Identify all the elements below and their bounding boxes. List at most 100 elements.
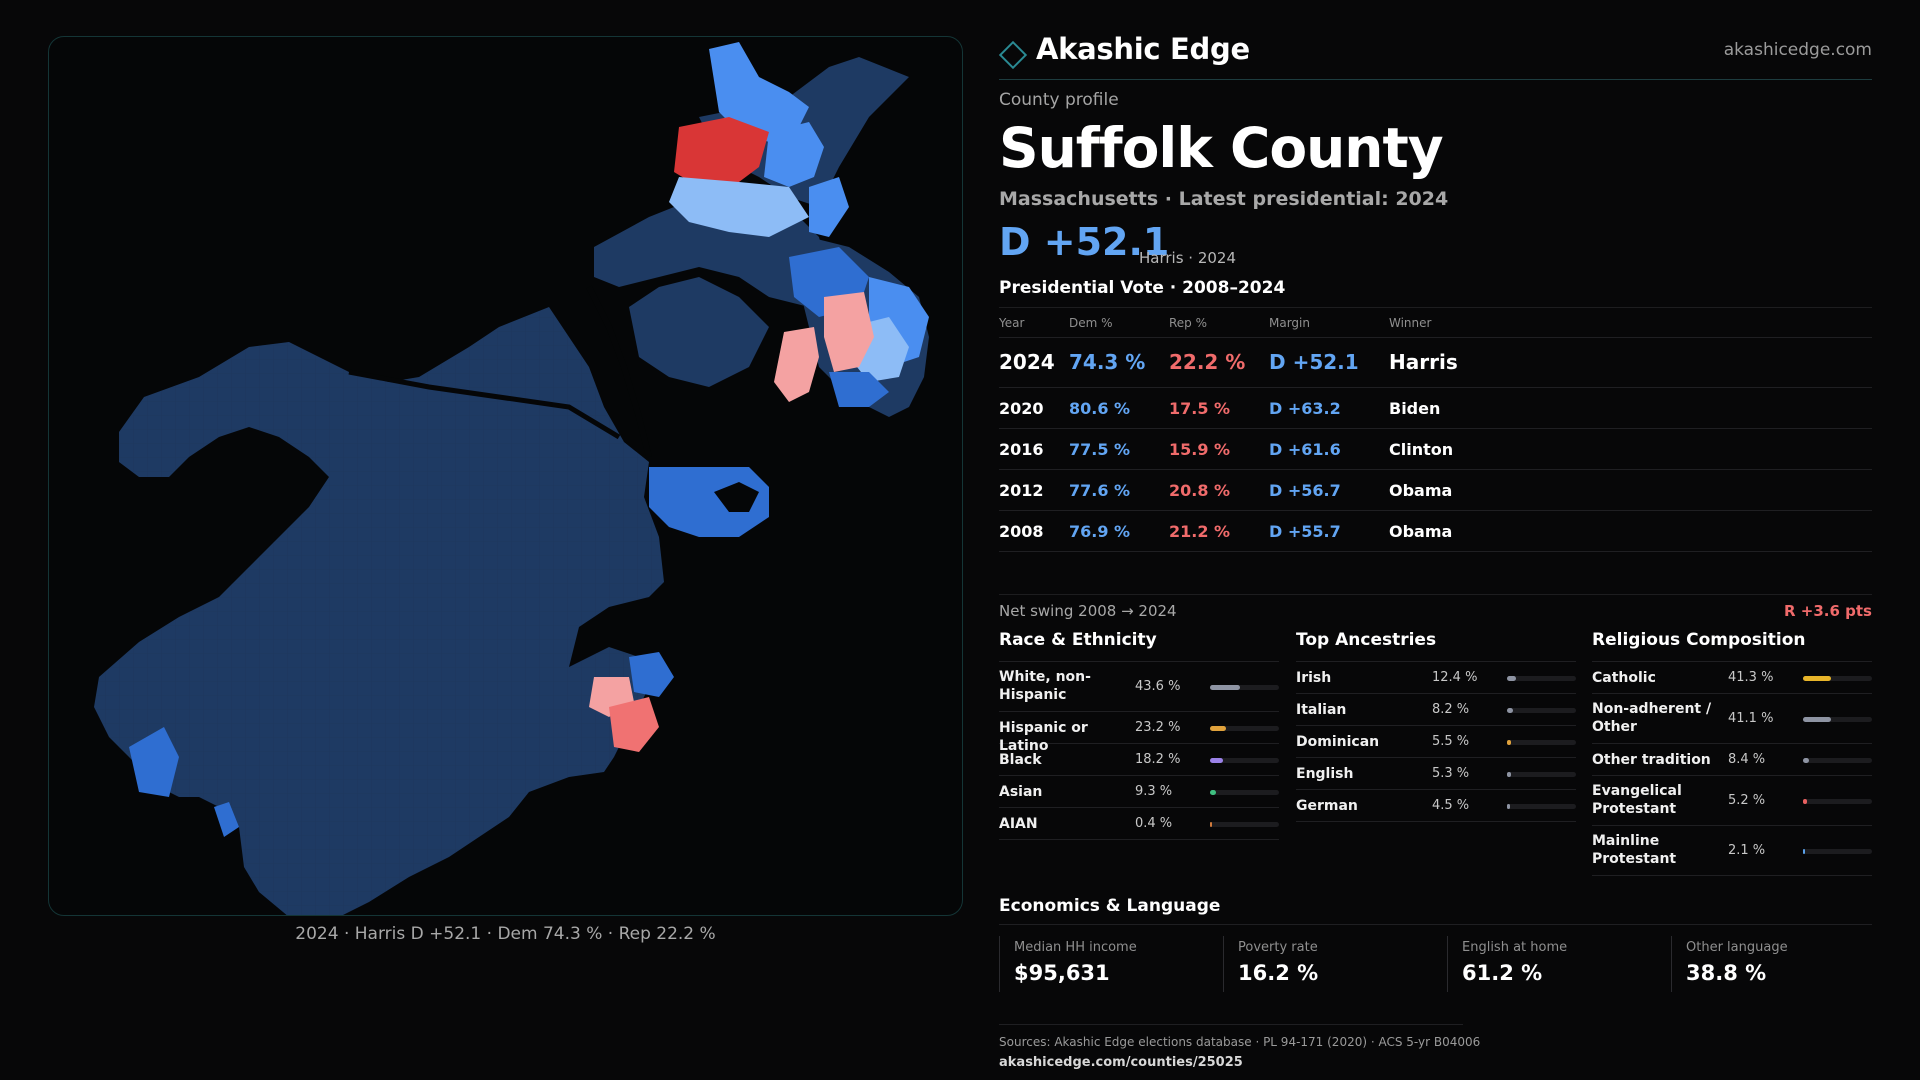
table-row: 2016 77.5 % 15.9 % D +61.6 Clinton — [999, 429, 1872, 470]
ancestry-value: 4.5 % — [1432, 798, 1470, 813]
precinct-revere-red[interactable] — [674, 117, 769, 187]
ancestry-value: 5.5 % — [1432, 734, 1470, 749]
precinct-revere-light[interactable] — [809, 177, 849, 237]
race-bar-track — [1210, 822, 1279, 827]
religion-label: Other tradition — [1592, 752, 1711, 768]
header-dem: Dem % — [1069, 316, 1113, 330]
row-margin: D +63.2 — [1269, 399, 1341, 418]
table-row: 2024 74.3 % 22.2 % D +52.1 Harris — [999, 338, 1872, 388]
ancestry-row: English 5.3 % — [1296, 758, 1576, 790]
precinct-eastie-3[interactable] — [829, 372, 889, 407]
race-bar-fill — [1210, 790, 1217, 795]
religion-bar-fill — [1803, 676, 1832, 681]
harbor-channel — [586, 285, 652, 458]
race-label: Black — [999, 752, 1042, 768]
row-dem: 80.6 % — [1069, 399, 1131, 418]
race-row-aian: AIAN 0.4 % — [999, 808, 1279, 840]
swing-value: R +3.6 pts — [1784, 602, 1872, 620]
religion-value: 41.1 % — [1728, 711, 1774, 726]
religion-bar-fill — [1803, 849, 1805, 854]
county-profile-panel: Akashic Edge akashicedge.com County prof… — [998, 30, 1872, 1070]
precinct-sw-blue[interactable] — [214, 802, 239, 837]
econ-label: Median HH income — [1014, 940, 1137, 955]
religion-bar-track — [1803, 849, 1872, 854]
race-bar-fill — [1210, 758, 1223, 763]
econ-card-poverty: Poverty rate 16.2 % — [1223, 936, 1433, 992]
row-rep: 15.9 % — [1169, 440, 1231, 459]
row-year: 2020 — [999, 399, 1044, 418]
race-label: AIAN — [999, 816, 1038, 832]
ancestry-value: 8.2 % — [1432, 702, 1470, 717]
econ-label: Poverty rate — [1238, 940, 1318, 955]
precinct-west-blue[interactable] — [129, 727, 179, 797]
row-margin: D +56.7 — [1269, 481, 1341, 500]
race-row-hispanic: Hispanic or Latino 23.2 % — [999, 712, 1279, 754]
race-bar-track — [1210, 758, 1279, 763]
race-value: 9.3 % — [1135, 784, 1173, 799]
ancestry-label: Italian — [1296, 702, 1347, 718]
race-row-asian: Asian 9.3 % — [999, 776, 1279, 808]
religion-label: Catholic — [1592, 670, 1656, 686]
race-section: Race & Ethnicity White, non-Hispanic 43.… — [999, 630, 1279, 840]
econ-card-other-language: Other language 38.8 % — [1671, 936, 1881, 992]
race-bar-fill — [1210, 685, 1241, 690]
religion-value: 8.4 % — [1728, 752, 1766, 767]
race-bar-fill — [1210, 822, 1212, 827]
precinct-map[interactable] — [49, 37, 963, 916]
econ-label: English at home — [1462, 940, 1568, 955]
precinct-south-red[interactable] — [609, 697, 659, 752]
subtitle: Massachusetts · Latest presidential: 202… — [999, 188, 1449, 210]
precinct-eastie-pink-2[interactable] — [774, 327, 819, 402]
table-row: 2020 80.6 % 17.5 % D +63.2 Biden — [999, 388, 1872, 429]
race-title: Race & Ethnicity — [999, 630, 1279, 662]
row-margin: D +52.1 — [1269, 350, 1359, 374]
row-winner: Obama — [1389, 481, 1453, 500]
row-rep: 21.2 % — [1169, 522, 1231, 541]
diamond-logo-icon — [998, 40, 1028, 70]
precinct-map-panel[interactable] — [48, 36, 963, 916]
precinct-revere-mid[interactable] — [764, 122, 824, 187]
religion-bar-track — [1803, 717, 1872, 722]
row-dem: 77.6 % — [1069, 481, 1131, 500]
race-row-white: White, non-Hispanic 43.6 % — [999, 662, 1279, 712]
site-link[interactable]: akashicedge.com — [1723, 40, 1872, 60]
row-dem: 77.5 % — [1069, 440, 1131, 459]
precinct-revere-pale[interactable] — [669, 177, 809, 237]
ancestry-row: German 4.5 % — [1296, 790, 1576, 822]
ancestry-bar-track — [1507, 804, 1576, 809]
headline-margin-note: Harris · 2024 — [1139, 249, 1237, 267]
religion-section: Religious Composition Catholic 41.3 % No… — [1592, 630, 1872, 876]
ancestry-bar-fill — [1507, 676, 1516, 681]
header: Akashic Edge akashicedge.com — [998, 30, 1872, 80]
econ-value: $95,631 — [1014, 961, 1110, 985]
precinct-south-blue[interactable] — [629, 652, 674, 697]
divider — [999, 1024, 1463, 1025]
ancestry-bar-track — [1507, 740, 1576, 745]
race-value: 0.4 % — [1135, 816, 1173, 831]
ancestry-label: Irish — [1296, 670, 1332, 686]
race-label: White, non-Hispanic — [999, 669, 1091, 703]
table-header-row: Year Dem % Rep % Margin Winner — [999, 308, 1872, 338]
brand-name: Akashic Edge — [1036, 32, 1250, 66]
swing-label: Net swing 2008 → 2024 — [999, 602, 1177, 620]
county-url-link[interactable]: akashicedge.com/counties/25025 — [999, 1055, 1243, 1070]
religion-bar-fill — [1803, 758, 1809, 763]
ancestry-bar-fill — [1507, 804, 1511, 809]
divider — [999, 594, 1872, 595]
row-winner: Clinton — [1389, 440, 1454, 459]
religion-value: 2.1 % — [1728, 843, 1766, 858]
race-row-black: Black 18.2 % — [999, 744, 1279, 776]
religion-bar-fill — [1803, 799, 1807, 804]
ancestry-label: English — [1296, 766, 1354, 782]
race-value: 43.6 % — [1135, 679, 1181, 694]
religion-row: Non-adherent / Other 41.1 % — [1592, 694, 1872, 744]
region-charlestown[interactable] — [629, 277, 769, 387]
precinct-revere-north[interactable] — [709, 42, 809, 142]
economics-title: Economics & Language — [999, 896, 1221, 916]
religion-title: Religious Composition — [1592, 630, 1872, 662]
divider — [999, 924, 1872, 925]
row-rep: 22.2 % — [1169, 350, 1246, 374]
precinct-eastie-pink-1[interactable] — [824, 292, 874, 372]
row-margin: D +61.6 — [1269, 440, 1341, 459]
vote-table: Year Dem % Rep % Margin Winner 2024 74.3… — [999, 307, 1872, 552]
